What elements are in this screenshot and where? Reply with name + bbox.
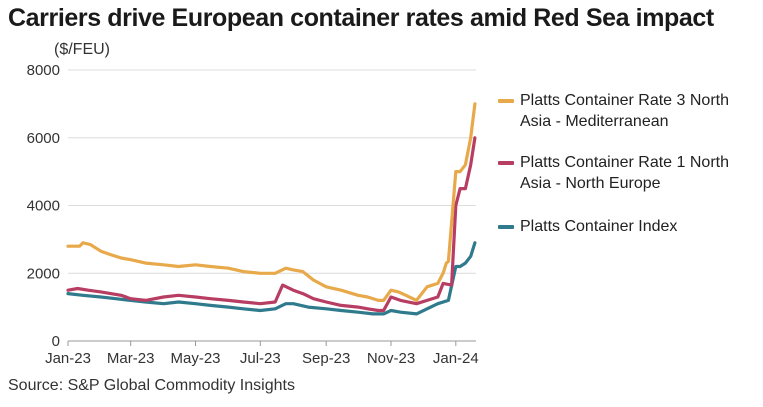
series-line-med <box>66 102 477 302</box>
source-note: Source: S&P Global Commodity Insights <box>8 377 295 394</box>
legend-item-north-europe: Platts Container Rate 1 North Asia - Nor… <box>498 152 760 194</box>
y-tick-label-2000: 2000 <box>27 265 60 282</box>
series-lines <box>66 102 477 316</box>
x-tick-label-1: Mar-23 <box>107 350 155 367</box>
y-axis-unit-label: ($/FEU) <box>54 41 110 58</box>
x-tick-label-3: Jul-23 <box>240 350 281 367</box>
legend-swatch-north-europe <box>498 161 514 165</box>
legend: Platts Container Rate 3 North Asia - Med… <box>498 90 760 237</box>
legend-label-index: Platts Container Index <box>520 218 678 235</box>
y-tick-label-4000: 4000 <box>27 198 60 215</box>
series-line-index <box>66 241 477 316</box>
legend-item-med: Platts Container Rate 3 North Asia - Med… <box>498 90 760 132</box>
x-tick-label-2: May-23 <box>170 350 220 367</box>
legend-swatch-index <box>498 225 514 229</box>
x-tick-label-5: Nov-23 <box>367 350 415 367</box>
legend-label-med: Platts Container Rate 3 North Asia - Med… <box>520 92 729 130</box>
series-line-north-europe <box>66 136 477 313</box>
chart-title: Carriers drive European container rates … <box>8 4 714 32</box>
x-tick-label-6: Jan-24 <box>433 350 479 367</box>
legend-swatch-med <box>498 99 514 103</box>
grid-lines <box>68 69 476 274</box>
legend-item-index: Platts Container Index <box>498 216 760 237</box>
y-tick-label-6000: 6000 <box>27 130 60 147</box>
y-tick-label-0: 0 <box>52 333 60 350</box>
axes: 0 2000 4000 6000 8000 Jan-23 Mar-23 May-23 Jul-2… <box>27 62 479 367</box>
y-tick-label-8000: 8000 <box>27 62 60 79</box>
x-tick-label-0: Jan-23 <box>45 350 91 367</box>
x-tick-label-4: Sep-23 <box>302 350 350 367</box>
legend-label-north-europe: Platts Container Rate 1 North Asia - Nor… <box>520 154 729 192</box>
